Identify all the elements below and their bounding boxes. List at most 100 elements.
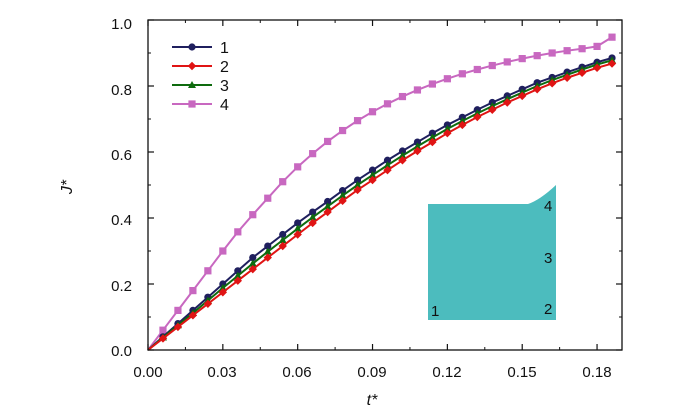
series-4-point: [174, 306, 182, 314]
series-4-point: [533, 52, 541, 60]
series-4-point: [608, 33, 616, 41]
legend-label-3: 3: [220, 78, 229, 95]
series-3-point: [293, 224, 302, 232]
y-tick-label-5: 1.0: [111, 16, 132, 33]
inset-diagram: 1 2 3 4: [428, 185, 556, 320]
legend-swatch-marker-4: [188, 100, 196, 108]
x-tick-label-0: 0.00: [133, 364, 162, 381]
y-axis-title: J*: [59, 179, 76, 195]
series-4-point: [309, 150, 317, 158]
series-2-point: [173, 322, 183, 332]
series-4-point: [458, 70, 466, 78]
series-1-point: [398, 147, 407, 155]
series-4-point: [548, 49, 556, 57]
series-4-point: [249, 211, 257, 219]
series-3-point: [323, 202, 332, 210]
legend-label-1: 1: [220, 40, 229, 57]
x-tick-label-4: 0.12: [432, 364, 461, 381]
series-2-point: [203, 299, 213, 308]
series-3-point: [368, 171, 377, 179]
series-2-point: [188, 311, 198, 320]
series-4-point: [294, 163, 302, 171]
series-4-point: [353, 117, 362, 125]
series-4-point: [518, 55, 526, 63]
inset-label-4: 4: [544, 198, 552, 215]
series-2-point: [218, 288, 228, 297]
series-2-point: [158, 334, 168, 343]
legend-swatch-marker-3: [188, 81, 196, 88]
series-3-point: [353, 181, 362, 188]
series-1-point: [234, 267, 242, 275]
series-2-point: [293, 230, 302, 239]
series-3-point: [428, 133, 437, 141]
series-4: [147, 33, 616, 351]
legend-swatch-marker-2: [187, 61, 197, 71]
series-4-point: [204, 267, 212, 275]
series-1-point: [279, 230, 287, 239]
series-4-point: [159, 326, 167, 334]
y-tick-label-1: 0.2: [111, 278, 132, 295]
x-tick-label-5: 0.15: [507, 364, 536, 381]
series-1-point: [368, 166, 377, 174]
series-2-point: [323, 207, 332, 217]
series-3-point: [398, 151, 407, 159]
x-axis-title: t*: [367, 392, 378, 409]
series-3-point: [458, 116, 467, 124]
series-2-point: [233, 276, 243, 285]
x-tick-label-6: 0.18: [582, 364, 611, 381]
series-3-point: [443, 124, 452, 132]
series-3-point: [308, 213, 317, 221]
series-4-point: [368, 108, 377, 116]
series-1-point: [413, 138, 422, 146]
plot-frame: [147, 19, 623, 351]
legend-label-4: 4: [220, 97, 229, 114]
series-3-point: [233, 271, 242, 279]
series-3-point: [413, 142, 422, 150]
series-2-point: [368, 175, 377, 185]
legend-swatch-marker-1: [188, 43, 196, 51]
series-2-point: [248, 264, 257, 274]
series-4-point: [593, 42, 601, 50]
series-2-point: [383, 165, 392, 175]
series-1-point: [249, 254, 257, 262]
series-4-point: [383, 100, 392, 108]
series-2-point: [607, 59, 617, 68]
series-4-point: [503, 58, 511, 66]
series-3-point: [263, 247, 272, 255]
x-tick-label-1: 0.03: [207, 364, 236, 381]
series-2-point: [473, 112, 482, 122]
series-4-point: [413, 86, 422, 94]
series-2-point: [458, 120, 467, 130]
series-2-point: [278, 241, 287, 251]
inset-label-3: 3: [544, 250, 552, 267]
series-1-point: [264, 242, 272, 250]
series-2-point: [532, 85, 542, 94]
series-3-point: [338, 191, 347, 199]
y-tick-label-4: 0.8: [111, 82, 132, 99]
series-1-point: [324, 197, 332, 206]
series-2-point: [592, 63, 602, 73]
series-4-point: [234, 228, 242, 236]
series-2-point: [398, 156, 407, 165]
series-3-point: [278, 236, 287, 244]
series-2-point: [308, 218, 317, 228]
series-1-point: [353, 176, 362, 184]
series-2-point: [488, 105, 497, 114]
y-tick-label-2: 0.4: [111, 212, 132, 229]
series-1-point: [383, 156, 392, 164]
series-2-point: [562, 73, 572, 82]
series-2-point: [353, 185, 362, 195]
series-4-point: [219, 247, 227, 255]
series-1-point: [428, 129, 436, 137]
series-1-point: [309, 208, 317, 216]
legend-label-2: 2: [220, 59, 229, 76]
series-2-point: [443, 128, 452, 138]
series-1-point: [338, 187, 347, 195]
series-2-point: [263, 253, 272, 262]
series-2-point: [577, 68, 587, 77]
series-4-point: [264, 194, 272, 202]
series-2-point: [338, 196, 347, 206]
series-2-point: [518, 91, 527, 101]
series-group: [147, 33, 617, 351]
